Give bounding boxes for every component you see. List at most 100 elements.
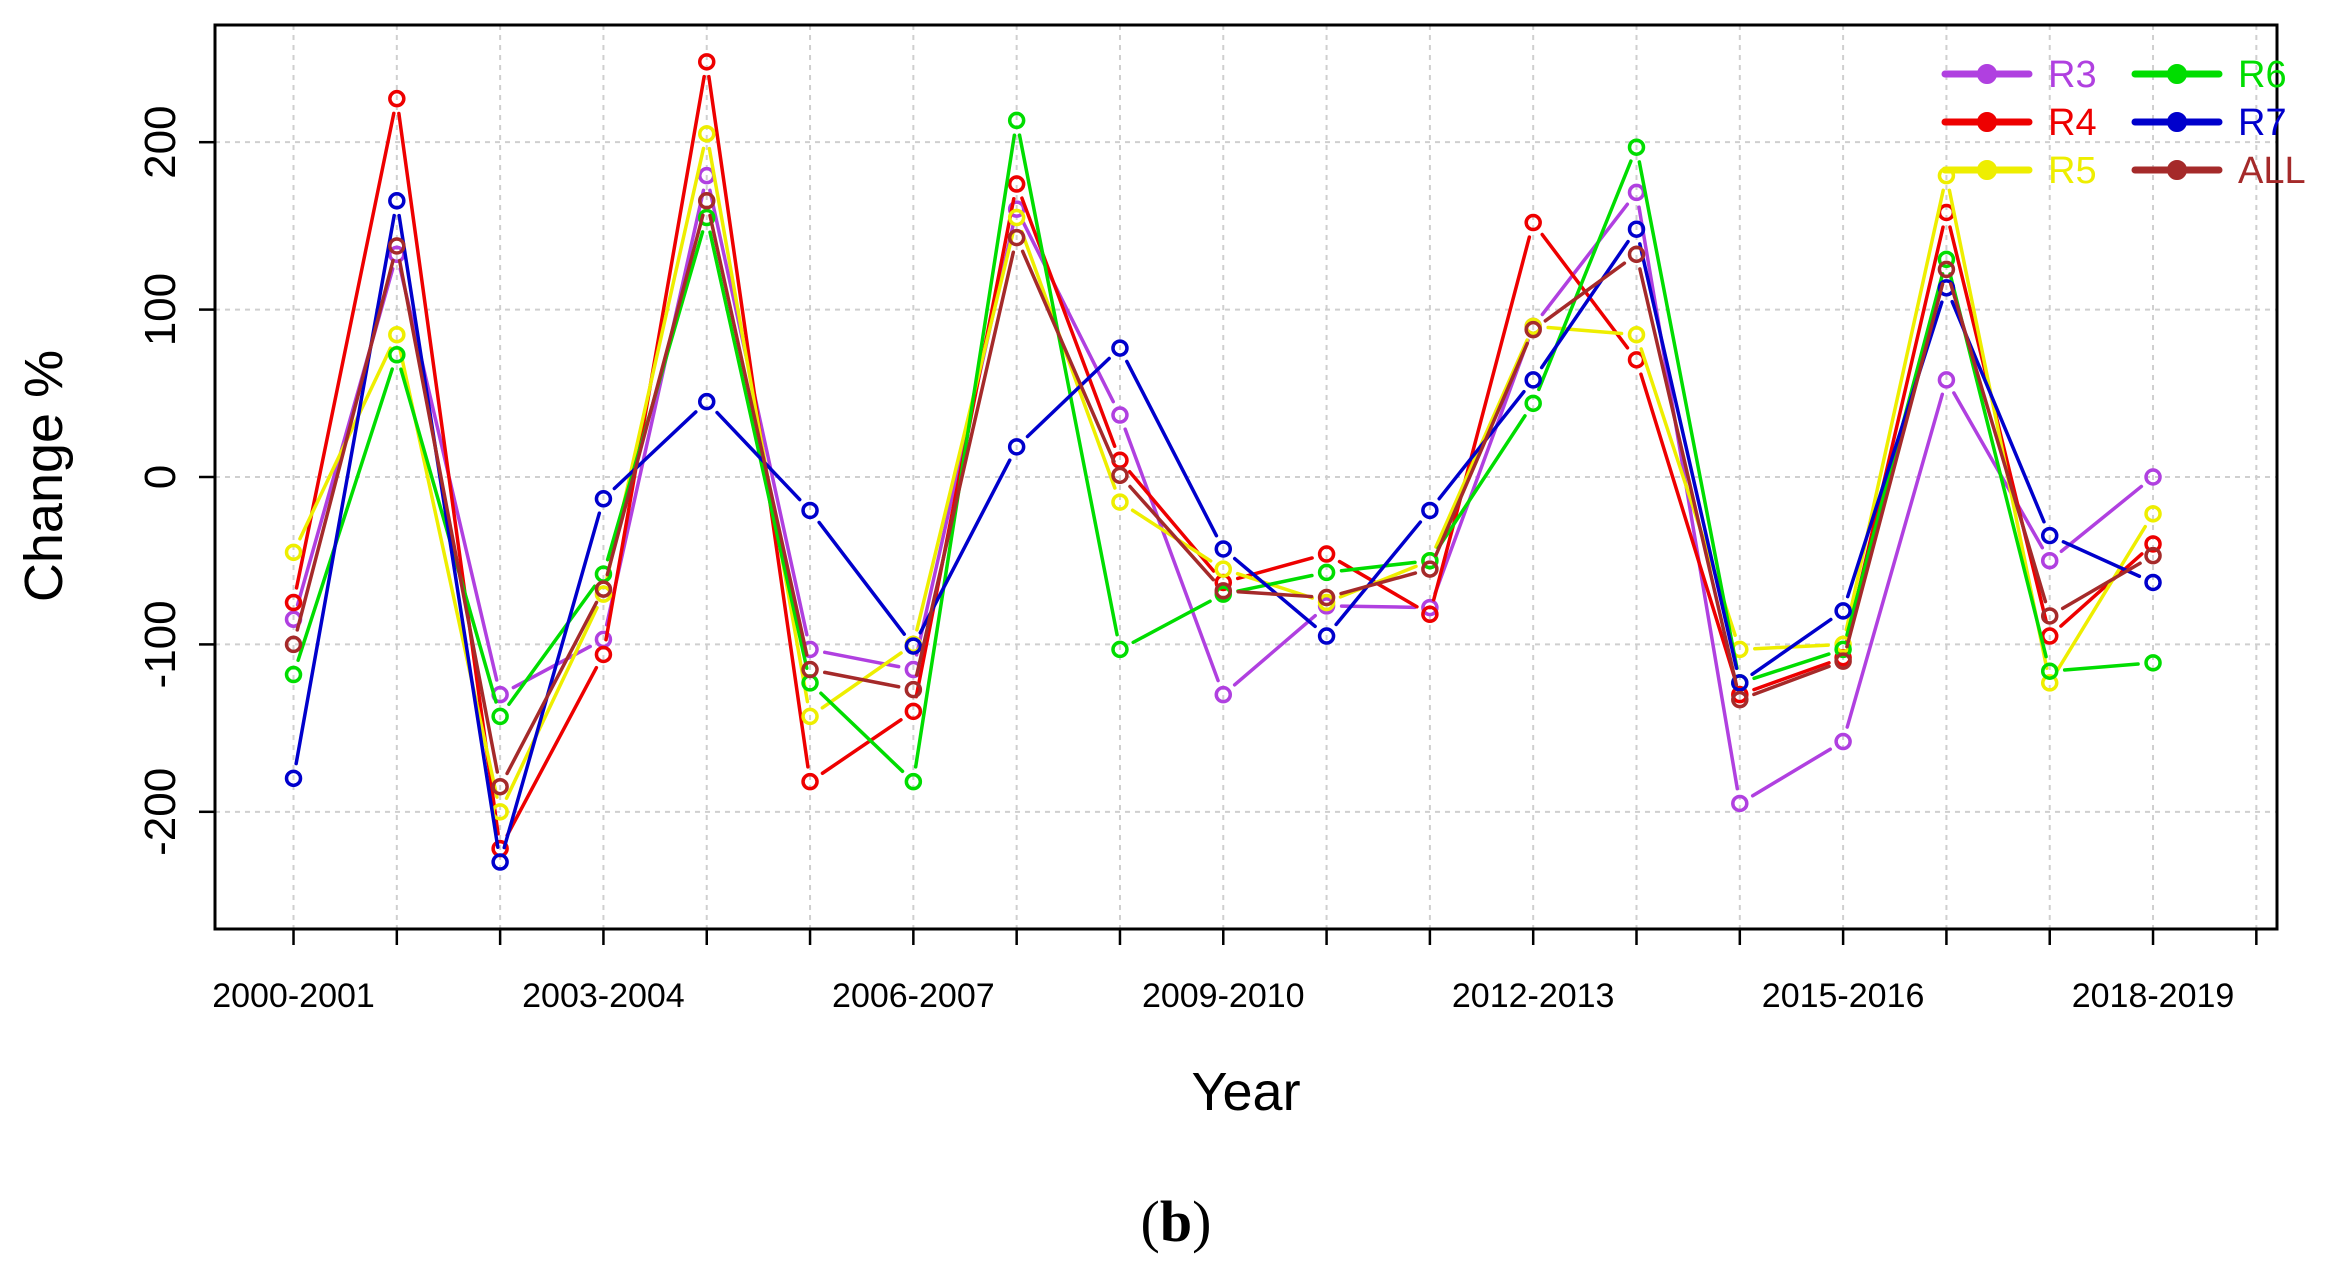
series-line-segment (397, 213, 500, 849)
legend-label-r4: R4 (2048, 102, 2097, 144)
data-point-r3 (2144, 468, 2162, 486)
series-line-segment (504, 605, 599, 801)
data-point-r6 (1937, 250, 1956, 269)
series-line-segment (1017, 133, 1119, 637)
series-line-segment (505, 600, 599, 776)
series-line-segment (820, 718, 903, 775)
data-point-all (801, 660, 819, 679)
series-line-segment (612, 410, 698, 491)
data-point-r4 (2040, 627, 2059, 645)
legend-swatch-marker (1977, 112, 1997, 132)
series-all (284, 192, 2162, 796)
series-line-segment (1638, 242, 1739, 671)
axes: 2000-2001 2003-2004 2006-2007 2009-2010 2012… (136, 105, 2258, 1015)
data-point-all (284, 635, 303, 654)
series-line-segment (296, 367, 394, 663)
series-r7 (284, 192, 2162, 871)
data-point-r3 (2040, 551, 2059, 570)
data-point-r3 (1421, 598, 1439, 617)
data-point-r6 (1524, 394, 1542, 413)
series-line-segment (1752, 664, 1831, 697)
data-point-all (2040, 607, 2059, 625)
series-line-segment (1750, 747, 1832, 798)
data-point-r6 (1007, 111, 1026, 130)
series-line-segment (1434, 341, 1529, 558)
data-point-r4 (284, 593, 303, 612)
series-line-segment (1125, 359, 1219, 538)
y-tick-label: 100 (136, 273, 185, 346)
data-point-r5 (1627, 325, 1646, 344)
data-point-all (1524, 320, 1542, 339)
series-line-segment (2062, 662, 2140, 672)
data-point-r6 (284, 665, 303, 684)
data-point-r5 (697, 125, 716, 143)
series-line-segment (1131, 599, 1212, 645)
data-point-r4 (801, 772, 819, 791)
series-line-segment (605, 213, 705, 577)
data-point-r7 (1627, 220, 1646, 238)
series-line-segment (1639, 372, 1738, 683)
data-point-r7 (1007, 438, 1026, 456)
series-line-segment (1128, 484, 1216, 582)
legend-item-r6: R6 (2131, 54, 2287, 96)
data-point-r4 (904, 702, 923, 721)
series-line-segment (1637, 205, 1740, 791)
data-point-r5 (1111, 493, 1129, 511)
series-line-segment (1637, 160, 1739, 670)
series-line-segment (2059, 484, 2144, 554)
data-point-r6 (697, 208, 716, 227)
legend: R3 R4 R5 R6 R7 ALL (1941, 54, 2306, 192)
legend-label-all: ALL (2238, 150, 2306, 192)
data-point-r3 (1834, 732, 1852, 751)
data-point-r7 (1731, 674, 1749, 692)
legend-swatch-marker (2167, 160, 2187, 180)
data-point-r4 (388, 89, 406, 108)
data-point-all (1731, 690, 1749, 709)
legend-label-r5: R5 (2048, 150, 2097, 192)
series-line-segment (397, 111, 500, 836)
series-line-segment (715, 410, 802, 502)
data-point-r3 (1214, 685, 1233, 704)
series-line-segment (915, 230, 1015, 632)
series-line-segment (1339, 604, 1417, 610)
legend-swatch-marker (1977, 64, 1997, 84)
data-point-r3 (1007, 200, 1026, 218)
data-point-r7 (1214, 540, 1233, 558)
legend-item-r7: R7 (2131, 102, 2287, 144)
data-point-r7 (1834, 602, 1852, 620)
series-line-segment (397, 258, 500, 774)
series-line-segment (1540, 202, 1630, 317)
series-line-segment (1845, 392, 1945, 729)
series-line-segment (1543, 261, 1627, 323)
series-line-segment (1021, 220, 1115, 404)
caption-open: ( (1140, 1189, 1160, 1254)
data-point-r4 (2144, 535, 2162, 553)
series-line-segment (1020, 249, 1116, 464)
series-line-segment (817, 520, 907, 636)
series-line-segment (1750, 617, 1833, 677)
data-point-r6 (1317, 563, 1336, 582)
data-point-r4 (1317, 545, 1336, 563)
data-point-r3 (1731, 794, 1749, 813)
data-point-all (1317, 588, 1336, 607)
series-line-segment (295, 258, 395, 632)
data-point-all (491, 777, 509, 796)
data-point-all (1627, 245, 1646, 264)
x-tick-label: 2003-2004 (522, 977, 685, 1015)
data-point-r7 (2144, 573, 2162, 592)
data-point-r4 (1421, 605, 1439, 624)
x-axis-title: Year (1191, 1062, 1300, 1122)
data-point-r7 (284, 769, 303, 788)
data-point-r6 (1627, 138, 1646, 156)
data-point-r5 (2040, 674, 2059, 692)
x-tick-label: 2012-2013 (1452, 977, 1615, 1015)
series-line-segment (914, 250, 1016, 677)
data-point-r7 (1111, 339, 1129, 357)
series-line-segment (1235, 571, 1315, 600)
data-point-r6 (904, 772, 923, 791)
data-point-r6 (491, 707, 509, 726)
data-point-all (697, 192, 716, 210)
series-line-segment (1236, 590, 1314, 599)
series-line-segment (1235, 556, 1314, 581)
data-point-r3 (1111, 406, 1129, 424)
